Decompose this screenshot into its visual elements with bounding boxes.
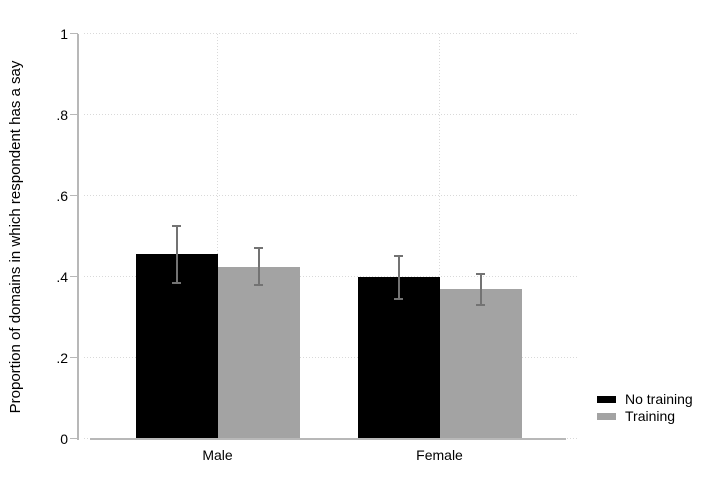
bar-female-no-training [357, 277, 440, 438]
legend-item-no-training: No training [597, 391, 693, 407]
y-tick-label-.8: .8 [56, 106, 68, 123]
gridline-y-.2 [84, 357, 577, 358]
category-label-female: Female [416, 446, 463, 463]
y-tick-0 [70, 437, 78, 440]
y-tick-label-.2: .2 [56, 349, 68, 366]
error-bar-cap-bottom-male-no-training [172, 281, 181, 284]
bar-female-training [439, 289, 522, 438]
error-bar-cap-top-female-training [476, 273, 485, 276]
y-tick-label-.6: .6 [56, 187, 68, 204]
y-tick-.2 [70, 356, 78, 359]
y-tick-label-1: 1 [60, 25, 68, 42]
error-bar-male-training [257, 248, 260, 285]
error-bar-cap-top-male-no-training [172, 224, 181, 227]
legend-label-no-training: No training [625, 391, 693, 407]
error-bar-male-no-training [175, 225, 178, 283]
category-label-male: Male [202, 446, 233, 463]
error-bar-cap-bottom-female-no-training [394, 297, 403, 300]
bar-male-training [217, 267, 300, 438]
y-tick-.8 [70, 113, 78, 116]
legend-swatch-training [597, 412, 616, 420]
y-axis-title: Proportion of domains in which responden… [7, 60, 24, 414]
gridline-y-.8 [84, 114, 577, 115]
gridline-x-male [217, 33, 218, 439]
error-bar-cap-top-male-training [254, 247, 263, 250]
bar-male-no-training [135, 254, 218, 438]
gridline-y-1 [84, 33, 577, 34]
legend-label-training: Training [625, 408, 676, 424]
y-tick-1 [70, 32, 78, 35]
gridline-y-.6 [84, 195, 577, 196]
legend: No training Training [597, 391, 693, 425]
x-axis-line [90, 438, 566, 440]
y-tick-.6 [70, 194, 78, 197]
y-tick-label-.4: .4 [56, 268, 68, 285]
gridline-y-.4 [84, 276, 577, 277]
legend-item-training: Training [597, 408, 693, 424]
y-tick-.4 [70, 275, 78, 278]
gridline-x-female [439, 33, 440, 439]
error-bar-cap-bottom-female-training [476, 303, 485, 306]
error-bar-cap-bottom-male-training [254, 283, 263, 286]
error-bar-female-no-training [397, 256, 400, 299]
legend-swatch-no-training [597, 395, 616, 403]
y-tick-label-0: 0 [60, 430, 68, 447]
error-bar-female-training [479, 274, 482, 305]
error-bar-cap-top-female-no-training [394, 255, 403, 258]
y-axis-line [77, 33, 79, 440]
